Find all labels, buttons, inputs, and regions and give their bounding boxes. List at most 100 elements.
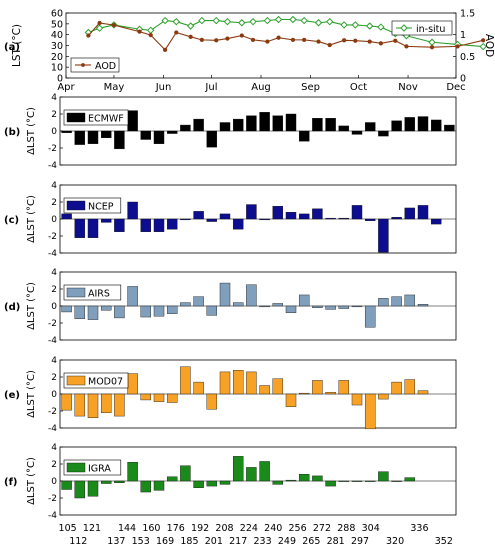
data-point bbox=[225, 36, 230, 41]
bar bbox=[153, 393, 165, 402]
bar bbox=[246, 284, 257, 307]
data-point bbox=[428, 38, 436, 46]
legend-AIRS: AIRS bbox=[63, 284, 122, 301]
bar bbox=[232, 218, 244, 230]
data-point bbox=[95, 24, 104, 32]
x-tick-label: 249 bbox=[278, 536, 296, 547]
legend-ECMWF: ECMWF bbox=[63, 109, 129, 126]
legend-label: NCEP bbox=[88, 202, 114, 213]
bar bbox=[127, 373, 138, 395]
x-tick-label: Dec bbox=[446, 82, 465, 93]
y-tick-label: 0 bbox=[51, 215, 57, 225]
bar bbox=[140, 305, 152, 318]
bar bbox=[219, 480, 231, 485]
legend-swatch bbox=[66, 200, 86, 211]
bar bbox=[166, 218, 178, 230]
x-tick-label: 160 bbox=[142, 523, 160, 534]
legend-box bbox=[70, 57, 120, 73]
bar bbox=[193, 118, 204, 132]
data-point bbox=[455, 44, 460, 49]
bar bbox=[351, 205, 363, 220]
bar bbox=[364, 122, 376, 132]
data-point bbox=[404, 44, 409, 49]
y2-axis-label: AOD bbox=[483, 34, 495, 57]
bar bbox=[417, 116, 429, 132]
y-axis-label: ΔLST (°C) bbox=[26, 195, 37, 243]
bar bbox=[285, 393, 297, 407]
bar bbox=[285, 479, 297, 482]
y2-tick-label: 1.5 bbox=[460, 9, 475, 20]
y-tick-label: 2 bbox=[51, 285, 57, 295]
bar bbox=[232, 302, 244, 307]
legend-MOD07: MOD07 bbox=[63, 372, 129, 389]
x-tick-label: Oct bbox=[350, 82, 367, 93]
bar bbox=[364, 480, 376, 482]
bar bbox=[74, 130, 86, 145]
y-tick-label: 2 bbox=[51, 373, 57, 383]
bar bbox=[404, 379, 416, 395]
bar bbox=[325, 305, 336, 310]
bar bbox=[232, 118, 244, 132]
bar bbox=[219, 213, 231, 220]
bar bbox=[193, 480, 204, 489]
panel-label: (c) bbox=[4, 215, 19, 226]
bar bbox=[272, 303, 284, 307]
legend-IGRA: IGRA bbox=[63, 459, 122, 476]
x-tick-label: 233 bbox=[253, 536, 271, 547]
x-tick-label: 352 bbox=[435, 536, 453, 547]
y-tick-label: 10 bbox=[51, 63, 63, 74]
y-tick-label: 30 bbox=[51, 41, 63, 52]
bar bbox=[312, 208, 323, 220]
bar bbox=[61, 213, 72, 220]
bar bbox=[378, 298, 389, 307]
bar bbox=[87, 130, 99, 144]
data-point bbox=[316, 39, 321, 44]
data-point bbox=[393, 38, 398, 43]
x-tick-label: 304 bbox=[362, 523, 380, 534]
y-tick-label: 0 bbox=[51, 477, 57, 487]
bar bbox=[74, 480, 86, 499]
legend-box bbox=[391, 20, 453, 36]
bar bbox=[325, 392, 336, 395]
x-tick-label: 288 bbox=[337, 523, 355, 534]
bar bbox=[298, 392, 310, 395]
bar bbox=[444, 124, 455, 132]
data-point bbox=[198, 16, 206, 25]
legend-NCEP: NCEP bbox=[63, 197, 122, 214]
bar bbox=[127, 201, 138, 220]
bar bbox=[272, 480, 284, 485]
y-tick-label: 2 bbox=[51, 198, 57, 208]
bar bbox=[430, 119, 442, 132]
data-point bbox=[188, 34, 193, 39]
y-axis-label: ΔLST (°C) bbox=[26, 457, 37, 505]
y-tick-label: 4 bbox=[51, 443, 57, 453]
x-tick-label: 336 bbox=[410, 523, 428, 534]
bar bbox=[312, 118, 323, 132]
y-tick-label: 4 bbox=[51, 181, 57, 191]
y-tick-label: 0 bbox=[57, 74, 63, 85]
y-tick-label: -4 bbox=[48, 161, 57, 171]
y2-tick-label: 0.5 bbox=[460, 52, 475, 63]
bar bbox=[246, 371, 257, 395]
bar bbox=[206, 218, 218, 222]
data-point bbox=[340, 21, 348, 29]
y2-tick-label: 1 bbox=[460, 30, 466, 41]
bar bbox=[259, 218, 270, 221]
data-point bbox=[249, 17, 257, 26]
bar bbox=[391, 381, 402, 395]
x-tick-label: 224 bbox=[240, 523, 258, 534]
bar bbox=[364, 218, 376, 221]
bar bbox=[391, 120, 402, 132]
y-tick-label: 4 bbox=[51, 356, 57, 366]
x-tick-label: 105 bbox=[59, 523, 77, 534]
bar bbox=[61, 130, 72, 133]
bar bbox=[61, 305, 72, 313]
bar bbox=[114, 218, 125, 232]
bar bbox=[338, 217, 350, 220]
y-tick-label: -2 bbox=[48, 494, 57, 504]
bar bbox=[166, 393, 178, 403]
bar bbox=[180, 366, 191, 395]
data-point bbox=[172, 17, 180, 26]
bar bbox=[378, 130, 389, 137]
y-tick-label: -4 bbox=[48, 424, 57, 434]
